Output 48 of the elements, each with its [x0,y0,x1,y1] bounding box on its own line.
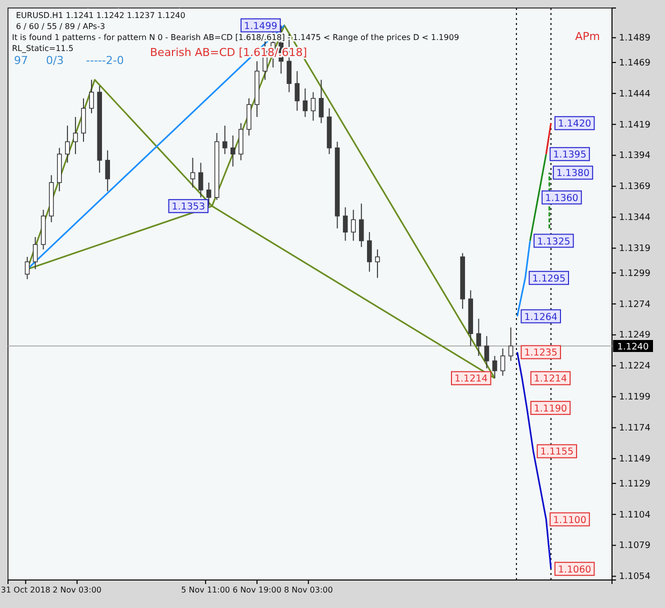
x-tick-label: 5 Nov 11:00 [181,586,230,595]
y-tick-label: 1.1249 [619,330,651,341]
annotation: -----2-0 [86,54,124,67]
y-tick-label: 1.1149 [619,454,651,465]
x-tick-label: 6 Nov 19:00 [232,586,282,595]
y-tick-label: 1.1274 [619,300,651,310]
annotation: 1.1060 [558,564,592,576]
y-tick-label: 1.1369 [619,182,651,192]
y-tick-label: 1.1344 [619,213,651,224]
annotation: 1.1353 [172,202,206,213]
annotation: 97 [14,54,28,67]
annotation: 1.1325 [537,236,570,248]
annotation: 1.1100 [553,514,586,526]
annotation: 1.1190 [534,403,568,414]
x-tick-label: 8 Nov 03:00 [284,586,333,595]
y-tick-label: 1.1054 [619,572,651,582]
y-tick-label: 1.1444 [619,89,651,100]
y-tick-label: 1.1319 [619,244,651,254]
annotation: 1.1295 [532,273,566,284]
y-tick-label: 1.1469 [619,58,651,68]
ref-line-label: 1.1240 [617,342,650,352]
annotation: 1.1214 [534,374,568,385]
annotation: 6 / 60 / 55 / 89 / APs-3 [16,22,106,31]
y-tick-label: 1.1224 [619,362,651,372]
annotation: 1.1235 [524,348,558,359]
annotation: 1.1360 [545,192,578,204]
annotation: 0/3 [46,54,64,67]
annotation: 1.1380 [556,168,590,180]
y-tick-label: 1.1394 [619,151,651,162]
annotation: 1.1420 [558,118,592,130]
y-tick-label: 1.1129 [619,479,651,490]
y-tick-label: 1.1419 [619,120,651,130]
annotation: RL_Static=11.5 [12,44,74,53]
y-tick-label: 1.1489 [619,34,651,44]
x-tick-label: 31 Oct 2018 [0,586,50,595]
annotation: 1.1499 [244,20,278,32]
y-tick-label: 1.1174 [619,424,651,434]
y-tick-label: 1.1299 [619,268,651,279]
y-tick-label: 1.1199 [619,392,651,403]
annotation: 1.1264 [524,312,558,323]
annotation: APm [575,30,600,43]
x-tick-label: 2 Nov 03:00 [52,586,102,595]
y-tick-label: 1.1079 [619,541,651,552]
annotation: EURUSD.H1 1.1241 1.1242 1.1237 1.1240 [16,11,186,20]
y-tick-label: 1.1104 [619,510,651,520]
annotation: 1.1214 [454,374,488,385]
annotation: 1.1395 [553,150,586,161]
annotation: 1.1155 [540,446,574,458]
